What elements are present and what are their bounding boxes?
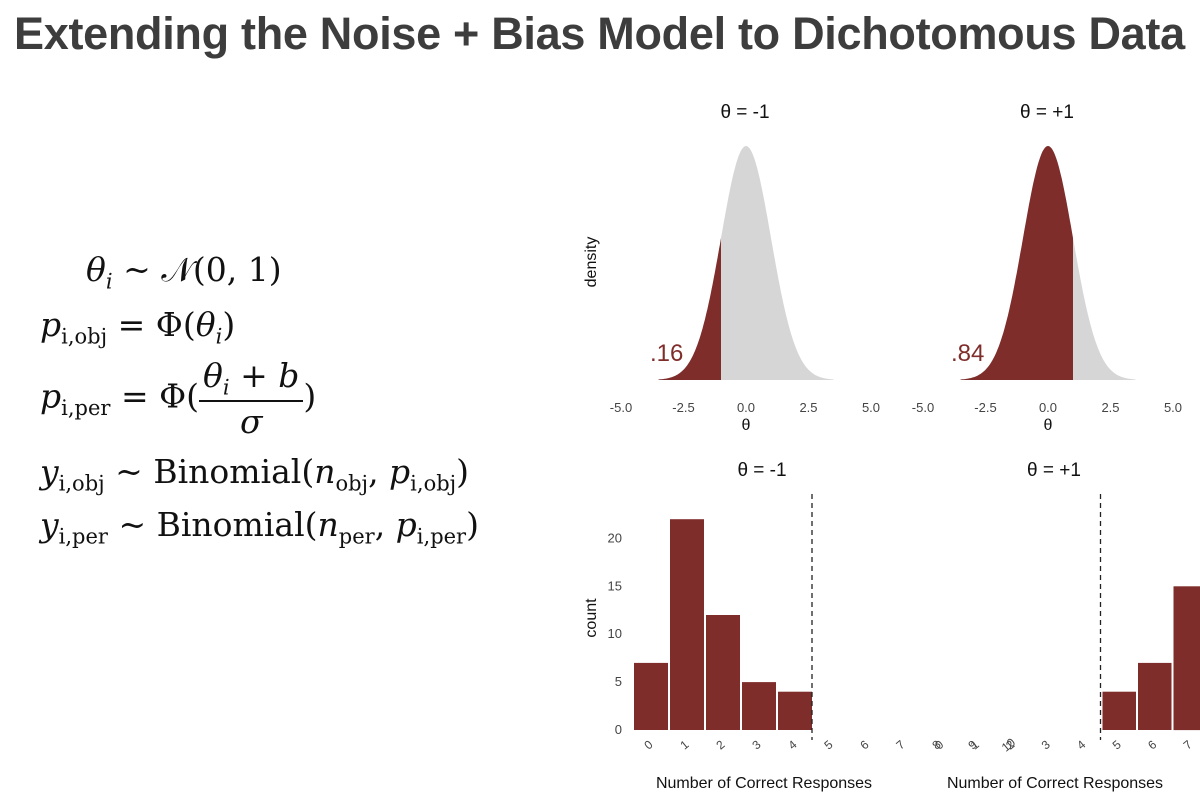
density-annotation-right: .84 [951, 340, 984, 367]
density-panel-left: θ = -1 .16 density θ -5.0 -2.5 0.0 2.5 5.0 [583, 102, 880, 434]
equation-y-per: yi,per ~ Binomial(nper, pi,per) [40, 505, 479, 549]
histogram-x-tick-label: 3 [1039, 737, 1053, 752]
density-x-tick-label: 2.5 [799, 400, 817, 415]
density-x-tick-label: -5.0 [610, 400, 632, 415]
histogram-x-tick-label: 0 [932, 737, 946, 752]
histogram-y-ticks: 0 5 10 15 20 [608, 530, 622, 737]
density-xlabel-left: θ [742, 417, 751, 434]
histogram-bar [670, 519, 704, 730]
histogram-bar [706, 615, 740, 730]
histogram-x-tick-label: 3 [749, 737, 763, 752]
histogram-y-tick-label: 10 [608, 626, 622, 641]
histogram-bar [1102, 691, 1136, 730]
histogram-x-tick-label: 6 [1145, 737, 1159, 752]
histogram-title-left: θ = -1 [737, 460, 786, 481]
histogram-bar [778, 691, 812, 730]
histogram-xlabel-right: Number of Correct Responses [947, 775, 1163, 792]
density-shaded-area-right [960, 146, 1073, 380]
density-x-tick-label: 0.0 [1039, 400, 1057, 415]
histogram-x-tick-label: 7 [893, 737, 907, 752]
density-ylabel: density [583, 237, 600, 288]
histogram-y-tick-label: 15 [608, 578, 622, 593]
density-title-left: θ = -1 [720, 102, 769, 123]
equation-theta: θi ~ 𝒩(0, 1) [86, 250, 282, 294]
density-x-tick-label: 5.0 [1164, 400, 1182, 415]
equation-p-per: pi,per = Φ(θi + b σ) [40, 356, 317, 441]
histogram-y-tick-label: 5 [615, 674, 622, 689]
density-x-tick-label: 5.0 [862, 400, 880, 415]
density-x-tick-label: -2.5 [974, 400, 996, 415]
density-x-tick-label: -5.0 [912, 400, 934, 415]
density-x-ticks-left: -5.0 -2.5 0.0 2.5 5.0 [610, 400, 880, 415]
density-x-tick-label: -2.5 [672, 400, 694, 415]
histogram-y-tick-label: 20 [608, 530, 622, 545]
density-title-right: θ = +1 [1020, 102, 1074, 123]
histogram-bar [742, 682, 776, 730]
histogram-x-tick-label: 1 [968, 737, 982, 752]
density-x-tick-label: 0.0 [737, 400, 755, 415]
density-x-ticks-right: -5.0 -2.5 0.0 2.5 5.0 [912, 400, 1182, 415]
histogram-x-ticks-left: 0 1 2 3 4 5 6 7 8 9 10 [641, 735, 1018, 755]
page-title: Extending the Noise + Bias Model to Dich… [14, 8, 1185, 59]
histogram-bar [1138, 662, 1172, 730]
histogram-bar [634, 662, 668, 730]
histogram-x-tick-label: 2 [713, 737, 727, 752]
density-xlabel-right: θ [1044, 417, 1053, 434]
histogram-title-right: θ = +1 [1027, 460, 1081, 481]
density-shaded-area-left [658, 238, 721, 380]
density-panel-right: θ = +1 .84 θ -5.0 -2.5 0.0 2.5 5.0 [912, 102, 1182, 434]
histogram-x-tick-label: 4 [1074, 737, 1088, 752]
histogram-x-tick-label: 4 [785, 737, 799, 752]
histogram-x-tick-label: 0 [641, 737, 655, 752]
density-curve-gray-left [658, 146, 834, 380]
histogram-x-tick-label: 1 [677, 737, 691, 752]
density-x-tick-label: 2.5 [1101, 400, 1119, 415]
histogram-x-tick-label: 6 [857, 737, 871, 752]
density-annotation-left: .16 [650, 340, 683, 367]
histogram-xlabel-left: Number of Correct Responses [656, 775, 872, 792]
histogram-bars-left [634, 519, 812, 730]
histogram-bar [1173, 586, 1200, 731]
equation-y-obj: yi,obj ~ Binomial(nobj, pi,obj) [40, 452, 470, 496]
histogram-y-tick-label: 0 [615, 722, 622, 737]
histogram-x-tick-label: 5 [821, 737, 835, 752]
histogram-bars-right [1102, 586, 1200, 731]
histogram-ylabel: count [583, 598, 600, 638]
histogram-x-tick-label: 7 [1181, 737, 1195, 752]
equation-p-obj: pi,obj = Φ(θi) [40, 305, 236, 349]
histogram-x-tick-label: 5 [1110, 737, 1124, 752]
